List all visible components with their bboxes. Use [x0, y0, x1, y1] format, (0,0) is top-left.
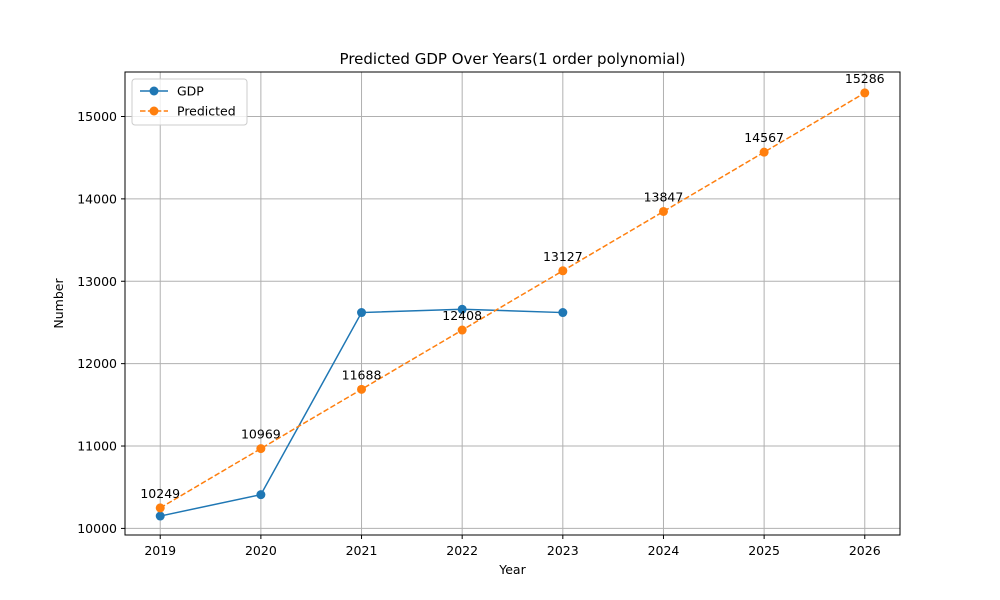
- x-tick-label: 2026: [849, 543, 881, 558]
- predicted-point: [658, 206, 668, 216]
- predicted-point: [558, 266, 568, 276]
- legend-gdp-label: GDP: [177, 84, 204, 99]
- predicted-point: [357, 384, 367, 394]
- y-tick-label: 14000: [77, 191, 117, 206]
- predicted-value-label: 13847: [644, 189, 684, 204]
- predicted-value-label: 14567: [744, 130, 784, 145]
- gdp-point: [155, 511, 165, 521]
- legend-gdp-marker: [149, 86, 159, 96]
- predicted-value-label: 11688: [342, 367, 382, 382]
- chart-title: Predicted GDP Over Years(1 order polynom…: [340, 50, 686, 68]
- plot-frame: [124, 71, 901, 536]
- y-tick-label: 15000: [77, 109, 117, 124]
- legend-predicted-label: Predicted: [177, 104, 236, 119]
- y-tick-label: 13000: [77, 274, 117, 289]
- gdp-point: [558, 308, 568, 318]
- x-axis-ticks: 2019 2020 2021 2022 2023 2024 2025 2026: [144, 535, 881, 558]
- x-tick-label: 2021: [346, 543, 378, 558]
- predicted-point: [155, 503, 165, 513]
- legend: GDP Predicted: [131, 78, 248, 126]
- predicted-point: [457, 325, 467, 335]
- predicted-value-label: 12408: [442, 308, 482, 323]
- y-tick-label: 12000: [77, 356, 117, 371]
- data-labels: 10249 10969 11688 12408 13127 13847 14567 15286: [140, 71, 884, 501]
- y-axis-label: Number: [51, 278, 66, 329]
- predicted-point: [759, 147, 769, 157]
- x-tick-label: 2024: [648, 543, 680, 558]
- y-tick-label: 11000: [77, 439, 117, 454]
- predicted-series-line: [159, 92, 866, 509]
- x-tick-label: 2025: [748, 543, 780, 558]
- x-tick-label: 2019: [144, 543, 176, 558]
- x-tick-label: 2023: [547, 543, 579, 558]
- predicted-value-label: 15286: [845, 71, 885, 86]
- predicted-value-label: 10969: [241, 427, 281, 442]
- series-layer: [155, 88, 870, 521]
- y-axis-ticks: 10000 11000 12000 13000 14000 15000: [77, 109, 125, 536]
- gdp-point: [357, 308, 367, 318]
- x-tick-label: 2022: [446, 543, 478, 558]
- predicted-point: [860, 88, 870, 98]
- predicted-value-label: 13127: [543, 249, 583, 264]
- gdp-point: [457, 304, 467, 314]
- legend-predicted-marker: [149, 106, 159, 116]
- y-tick-label: 10000: [77, 521, 117, 536]
- grid: [125, 72, 900, 535]
- predicted-point: [256, 444, 266, 454]
- x-tick-label: 2020: [245, 543, 277, 558]
- x-axis-label: Year: [498, 562, 526, 577]
- gdp-point: [256, 490, 266, 500]
- predicted-value-label: 10249: [140, 486, 180, 501]
